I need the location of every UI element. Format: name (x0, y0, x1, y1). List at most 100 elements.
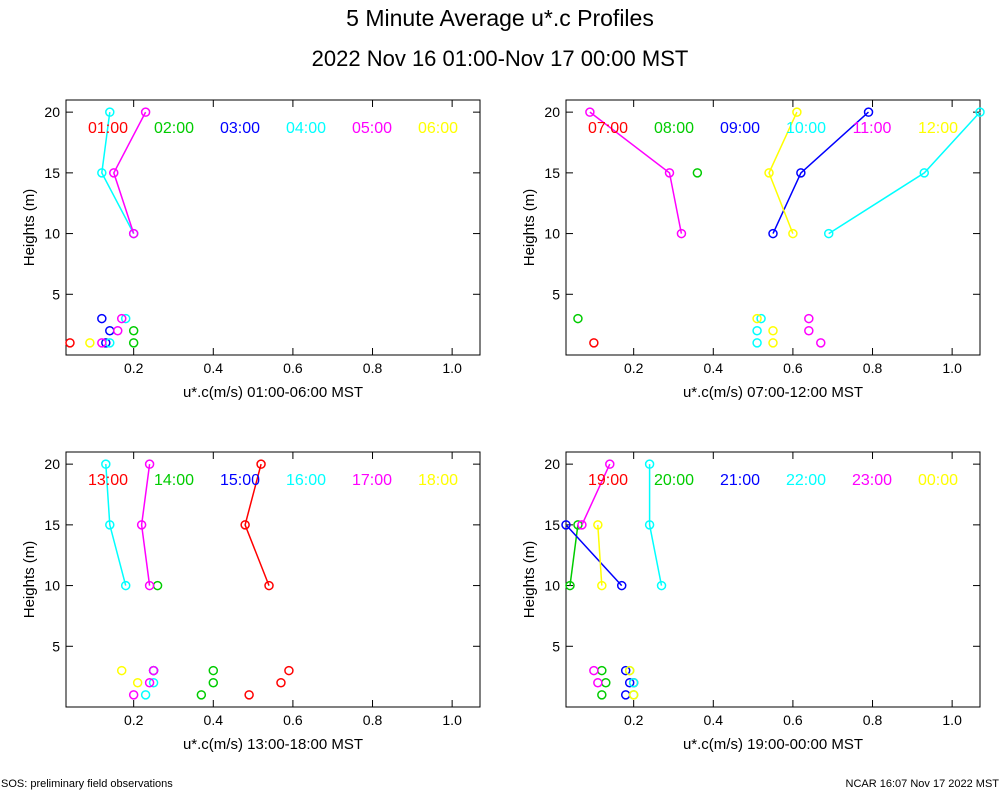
legend-entry: 21:00 (720, 472, 760, 489)
legend-entry: 15:00 (220, 472, 260, 489)
legend-entry: 23:00 (852, 472, 892, 489)
data-point (120, 313, 131, 324)
y-tick-label: 10 (544, 578, 560, 594)
y-tick-label: 5 (552, 286, 560, 302)
data-point (816, 338, 826, 348)
y-axis-label: Heights (m) (521, 189, 538, 267)
legend-entry: 00:00 (918, 472, 958, 489)
legend-entry: 07:00 (588, 120, 628, 137)
x-tick-label: 0.4 (204, 360, 224, 376)
x-tick-label: 0.6 (783, 712, 803, 728)
legend-entry: 16:00 (286, 472, 326, 489)
data-point (208, 677, 219, 688)
data-point (620, 690, 631, 700)
legend-entry: 22:00 (786, 472, 826, 489)
series-line-0400 (101, 112, 135, 234)
data-point (597, 665, 607, 676)
y-tick-label: 10 (44, 226, 60, 242)
data-point (244, 690, 254, 700)
x-axis-label: u*.c(m/s) 19:00-00:00 MST (683, 736, 863, 753)
data-point (120, 580, 131, 591)
data-point (628, 690, 639, 700)
legend-entry: 18:00 (418, 472, 458, 489)
legend-entry: 10:00 (786, 120, 826, 137)
series-line-2200 (648, 464, 663, 586)
y-axis-label: Heights (m) (521, 541, 538, 619)
data-point (101, 459, 111, 469)
data-point (65, 338, 75, 348)
data-point (128, 228, 139, 239)
plot-frame (65, 451, 481, 708)
legend-entry: 13:00 (88, 472, 128, 489)
data-point (208, 665, 219, 676)
data-point (601, 677, 611, 688)
data-point (804, 325, 814, 336)
data-point (116, 313, 127, 324)
data-point (109, 168, 119, 178)
series-line-2000 (569, 524, 579, 586)
data-point (628, 677, 639, 688)
data-point (597, 690, 607, 700)
data-point (585, 107, 595, 117)
data-point (792, 107, 802, 117)
data-point (692, 168, 703, 178)
legend-entry: 14:00 (154, 472, 194, 489)
x-tick-label: 0.8 (863, 360, 883, 376)
x-tick-label: 0.2 (124, 360, 144, 376)
x-tick-label: 0.2 (624, 712, 644, 728)
data-point (589, 338, 599, 348)
data-point (148, 665, 159, 676)
y-tick-label: 15 (544, 517, 560, 533)
footer-right: NCAR 16:07 Nov 17 2022 MST (846, 778, 1000, 790)
data-point (113, 325, 123, 336)
data-point (752, 313, 762, 324)
data-point (624, 677, 635, 688)
x-tick-label: 1.0 (942, 360, 962, 376)
data-point (105, 325, 115, 336)
data-point (148, 677, 159, 688)
data-point (116, 665, 127, 676)
legend-entry: 05:00 (352, 120, 392, 137)
data-point (616, 580, 627, 591)
y-tick-label: 10 (544, 226, 560, 242)
data-point (804, 313, 814, 324)
data-point (768, 338, 778, 348)
footer-left: SOS: preliminary field observations (1, 778, 173, 790)
chart-panel-4: 0.2 0.4 0.6 0.8 1.0 5 10 15 20 u*.c(m/s) 19:00-00… (521, 451, 981, 753)
series-line-2300 (581, 463, 611, 526)
x-tick-label: 1.0 (442, 712, 462, 728)
data-point (128, 325, 139, 336)
figure-subtitle: 2022 Nov 16 01:00-Nov 17 00:00 MST (312, 46, 689, 71)
data-point (105, 520, 115, 530)
x-tick-label: 0.6 (283, 712, 303, 728)
y-tick-label: 10 (44, 578, 60, 594)
legend-entry: 11:00 (853, 120, 892, 137)
series-line-1300 (244, 463, 270, 586)
y-tick-label: 15 (44, 165, 60, 181)
series-line-1000 (828, 111, 981, 235)
y-tick-label: 5 (52, 286, 60, 302)
chart-panels: 0.2 0.4 0.6 0.8 1.0 5 10 15 20 u*.c(m/s) 01:00-06… (21, 99, 985, 753)
data-point (264, 580, 274, 591)
data-point (768, 325, 778, 336)
series-line-0500 (112, 111, 147, 234)
data-point (136, 520, 147, 530)
legend-entry: 06:00 (418, 120, 458, 137)
legend-entry: 17:00 (352, 472, 392, 489)
y-tick-label: 15 (44, 517, 60, 533)
legend-entry: 08:00 (654, 120, 694, 137)
data-point (256, 459, 266, 469)
x-axis-label: u*.c(m/s) 07:00-12:00 MST (683, 384, 863, 401)
data-point (823, 228, 834, 239)
data-point (656, 580, 667, 591)
x-tick-label: 0.2 (624, 360, 644, 376)
series-line-2100 (565, 524, 623, 587)
y-tick-label: 20 (544, 104, 560, 120)
data-point (152, 580, 163, 591)
x-tick-label: 0.4 (204, 712, 224, 728)
data-point (593, 677, 603, 688)
data-point (276, 677, 286, 688)
x-tick-label: 0.8 (363, 712, 383, 728)
x-tick-label: 0.4 (704, 712, 724, 728)
data-point (284, 665, 294, 676)
